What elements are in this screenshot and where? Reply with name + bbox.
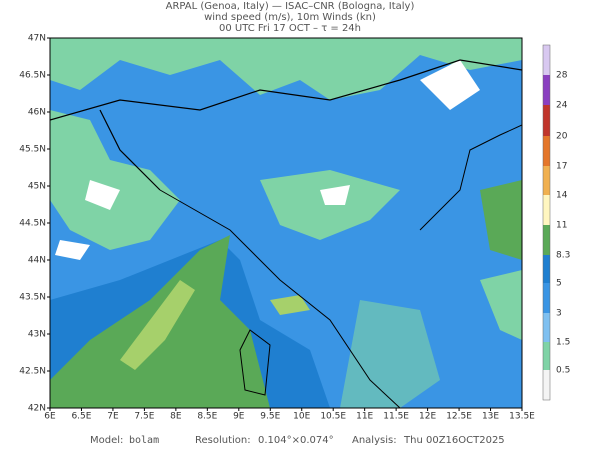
- footer-label: Analysis:: [352, 435, 397, 446]
- header-line: wind speed (m/s), 10m Winds (kn): [204, 12, 376, 23]
- colorbar-label: 17: [556, 162, 567, 172]
- colorbar-label: 14: [556, 191, 568, 201]
- lon-label: 8E: [170, 412, 182, 422]
- lat-label: 44N: [28, 256, 46, 266]
- lon-label: 7E: [107, 412, 119, 422]
- colorbar: [542, 44, 551, 401]
- colorbar-label: 20: [556, 132, 568, 142]
- colorbar-label: 3: [556, 309, 562, 319]
- lon-label: 11.5E: [383, 412, 409, 422]
- lon-label: 13.5E: [509, 412, 535, 422]
- lat-label: 42N: [28, 404, 46, 414]
- lat-label: 43N: [28, 330, 46, 340]
- lon-label: 8.5E: [197, 412, 217, 422]
- footer-label: Resolution:: [195, 435, 251, 446]
- footer-value: Thu 00Z16OCT2025: [403, 435, 505, 446]
- header-line: ARPAL (Genoa, Italy) — ISAC–CNR (Bologna…: [166, 1, 415, 12]
- lat-label: 45.5N: [19, 145, 46, 155]
- footer-label: Model:: [90, 435, 123, 446]
- lat-label: 46.5N: [19, 71, 46, 81]
- lat-label: 43.5N: [19, 293, 46, 303]
- colorbar-label: 1.5: [556, 338, 570, 348]
- lon-label: 12.5E: [446, 412, 472, 422]
- lon-label: 10.5E: [320, 412, 346, 422]
- lon-label: 6.5E: [71, 412, 91, 422]
- colorbar-label: 28: [556, 71, 568, 81]
- lon-label: 6E: [44, 412, 56, 422]
- colorbar-label: 11: [556, 221, 567, 231]
- lon-label: 13E: [482, 412, 499, 422]
- header-line: 00 UTC Fri 17 OCT – τ = 24h: [219, 23, 361, 34]
- colorbar-label: 0.5: [556, 366, 570, 376]
- lat-label: 47N: [28, 34, 46, 44]
- lon-label: 12E: [419, 412, 436, 422]
- lon-label: 9.5E: [260, 412, 280, 422]
- lon-label: 9E: [233, 412, 245, 422]
- lon-label: 10E: [293, 412, 310, 422]
- map: [49, 37, 523, 409]
- lat-label: 45N: [28, 182, 46, 192]
- lat-label: 44.5N: [19, 219, 46, 229]
- lon-label: 7.5E: [134, 412, 154, 422]
- colorbar-label: 5: [556, 279, 562, 289]
- lat-label: 42.5N: [19, 367, 46, 377]
- colorbar-label: 8.3: [556, 251, 570, 261]
- footer-value: 0.104°×0.074°: [258, 435, 334, 446]
- lat-label: 46N: [28, 108, 46, 118]
- lon-label: 11E: [356, 412, 373, 422]
- footer-value: bolam: [129, 435, 159, 446]
- colorbar-label: 24: [556, 101, 568, 111]
